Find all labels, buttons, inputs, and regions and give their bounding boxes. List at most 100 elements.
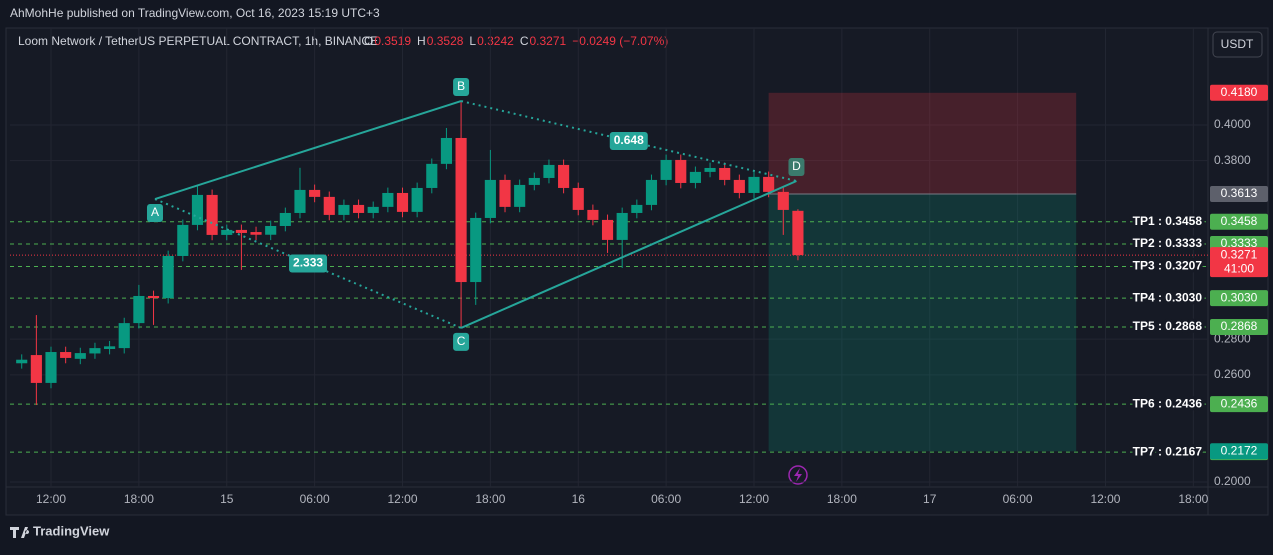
candle-body — [777, 191, 789, 210]
candle-body — [484, 179, 496, 218]
candle-body — [528, 177, 540, 185]
price-tag-label: 0.2868 — [1221, 319, 1258, 333]
level-label: TP2 : 0.3333 — [1133, 236, 1203, 250]
x-tick-label: 06:00 — [651, 492, 681, 506]
pattern-point-label: D — [792, 159, 801, 173]
candle-body — [367, 206, 379, 213]
ratio-box — [289, 254, 328, 273]
pattern-point-label: C — [457, 334, 466, 348]
level-label: TP7 : 0.2167 — [1133, 444, 1203, 458]
candle-body — [748, 176, 760, 193]
header-title: AhMohHe published on TradingView.com, Oc… — [10, 6, 380, 20]
price-tag — [1210, 247, 1268, 278]
brand-name: TradingView — [33, 523, 110, 538]
pattern-line — [460, 180, 797, 329]
price-tag-label: 0.3613 — [1221, 186, 1258, 200]
candle-body — [455, 137, 467, 283]
candle-body — [396, 192, 409, 212]
candle-body — [265, 225, 277, 235]
candle-body — [338, 204, 350, 215]
candle-body — [352, 204, 365, 213]
x-tick-label: 16 — [572, 492, 586, 506]
candle-body — [440, 137, 453, 164]
candle-body — [221, 229, 233, 235]
price-tag-label: 0.3333 — [1221, 236, 1258, 250]
candle-body — [763, 176, 775, 192]
pattern-point-box — [788, 158, 805, 176]
alert-icon[interactable] — [788, 465, 808, 485]
x-tick-label: 18:00 — [827, 492, 857, 506]
target-zone — [768, 194, 1077, 452]
candle-body — [206, 194, 218, 235]
alert-bolt — [794, 468, 802, 482]
candle-body — [250, 232, 262, 235]
y-tick-label: 0.4000 — [1214, 117, 1251, 131]
price-tag-countdown: 41:00 — [1224, 261, 1254, 275]
y-tick-label: 0.3800 — [1214, 153, 1251, 167]
price-tag — [1210, 213, 1268, 230]
candle-body — [587, 209, 599, 220]
candle-body — [309, 189, 321, 197]
candle-body — [792, 210, 804, 256]
ohlc-values: O0.3519 H0.3528 L0.3242 C0.3271 −0.0249 (−7.… — [364, 34, 668, 48]
x-tick-label: 18:00 — [1178, 492, 1208, 506]
ratio-label: 0.648 — [614, 133, 644, 147]
candle-body — [645, 179, 658, 205]
y-tick-label: 0.2000 — [1214, 474, 1251, 488]
ohlc-value: 0.3271 — [529, 34, 566, 48]
candle-body — [294, 189, 306, 213]
candle-body — [147, 295, 160, 299]
stop-zone — [768, 92, 1077, 195]
candle-body — [177, 224, 189, 256]
ratio-box — [609, 132, 648, 151]
level-label: TP4 : 0.3030 — [1133, 290, 1203, 304]
ohlc-key: O — [364, 34, 373, 48]
candle-body — [470, 217, 482, 283]
y-tick-label: 0.2600 — [1214, 367, 1251, 381]
ohlc-key: H — [417, 34, 426, 48]
ohlc-legend: O0.3519 H0.3528 L0.3242 C0.3271 −0.0249 (−7.… — [364, 34, 668, 48]
candle-body — [74, 353, 86, 359]
candle-body — [30, 355, 42, 383]
x-tick-label: 18:00 — [475, 492, 505, 506]
pattern-point-box — [453, 78, 470, 97]
level-label: TP6 : 0.2436 — [1133, 396, 1203, 410]
candle-body — [514, 184, 526, 207]
x-tick-label: 06:00 — [1003, 492, 1033, 506]
currency-button[interactable] — [1212, 31, 1263, 58]
pattern-point-label: A — [151, 205, 159, 219]
chart-panel — [5, 27, 1269, 516]
x-tick-label: 12:00 — [1090, 492, 1120, 506]
candle-body — [558, 164, 570, 188]
price-tag-label: 0.4180 — [1221, 85, 1258, 99]
price-tag-label: 0.3030 — [1221, 290, 1258, 304]
brand-logo — [10, 527, 30, 538]
candle-body — [499, 179, 511, 207]
candle-body — [60, 352, 72, 358]
price-tag-label: 0.2172 — [1221, 443, 1258, 457]
currency-label[interactable]: USDT — [1221, 37, 1254, 51]
candle-body — [279, 212, 291, 226]
candle-body — [235, 229, 247, 233]
candle-body — [704, 167, 716, 172]
candle-body — [411, 187, 423, 212]
candle-body — [616, 212, 628, 240]
pattern-point-label: B — [457, 79, 465, 93]
x-tick-label: 06:00 — [300, 492, 330, 506]
candle-body — [733, 179, 745, 193]
x-tick-label: 18:00 — [124, 492, 154, 506]
level-label: TP5 : 0.2868 — [1133, 319, 1203, 333]
x-tick-label: 12:00 — [36, 492, 66, 506]
level-label: TP3 : 0.3207 — [1133, 259, 1203, 273]
price-tag — [1210, 443, 1268, 460]
candle-body — [660, 159, 672, 180]
ohlc-key: L — [469, 34, 476, 48]
candle-body — [45, 352, 57, 383]
candle-body — [426, 163, 438, 188]
candle-body — [162, 255, 174, 299]
ohlc-key: C — [520, 34, 529, 48]
price-tag — [1210, 84, 1268, 101]
price-tag-label: 0.3271 — [1221, 247, 1258, 261]
pattern-line — [154, 100, 462, 200]
